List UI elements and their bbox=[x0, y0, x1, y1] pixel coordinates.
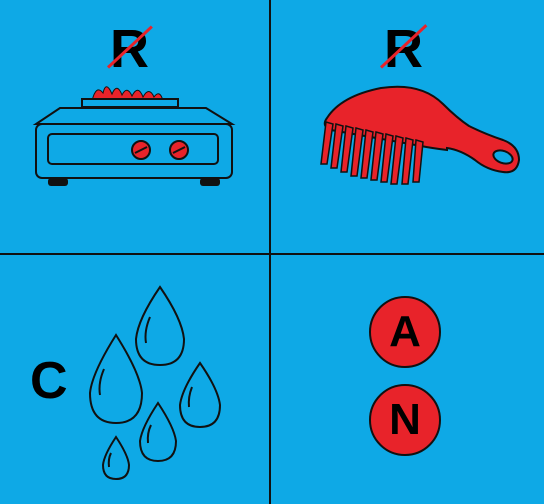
stove-icon bbox=[32, 86, 236, 186]
cell-bottom-right: A N bbox=[271, 255, 544, 504]
circle-letter-a: A bbox=[369, 296, 441, 368]
vertical-divider bbox=[269, 0, 271, 504]
water-drops-icon bbox=[88, 285, 222, 481]
circle-letter-n: N bbox=[369, 384, 441, 456]
cell-top-right: R bbox=[271, 0, 544, 253]
cell-bottom-left: C bbox=[0, 255, 269, 504]
comb-icon bbox=[320, 85, 521, 185]
horizontal-divider bbox=[0, 253, 544, 255]
cell-top-left: R bbox=[0, 0, 269, 253]
letter-c: C bbox=[30, 352, 68, 410]
